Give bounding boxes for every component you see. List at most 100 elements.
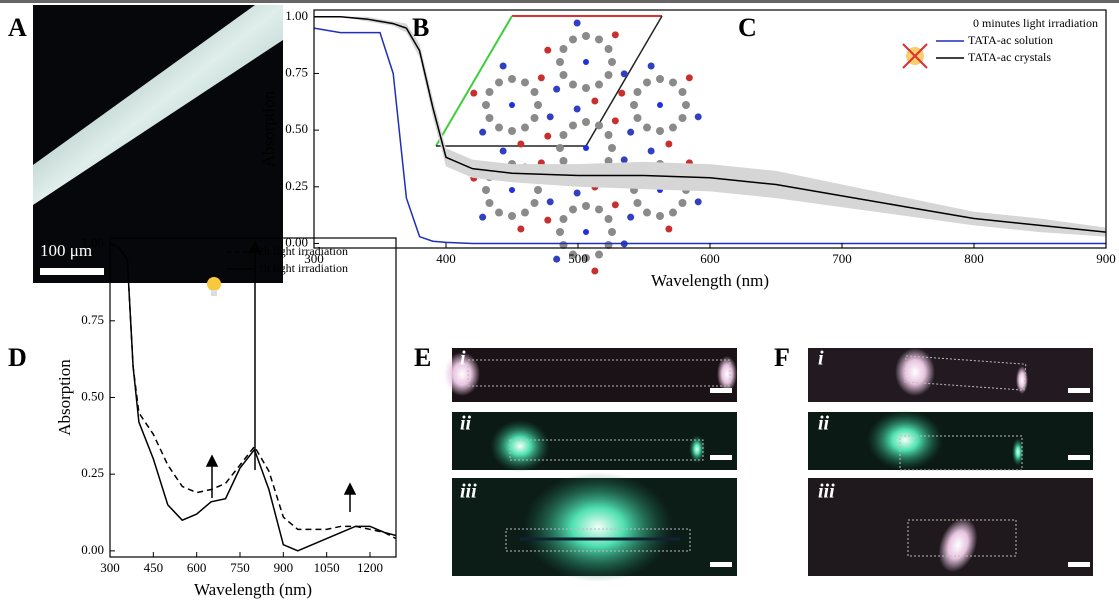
atom — [612, 31, 619, 38]
atom — [521, 78, 529, 86]
panel-label: D — [8, 343, 27, 372]
legend-label: TATA-ac crystals — [968, 50, 1051, 64]
atom — [531, 88, 539, 96]
atom — [643, 124, 651, 132]
atom — [574, 19, 581, 26]
atom — [544, 217, 551, 224]
atom — [569, 121, 577, 129]
atom — [495, 209, 503, 217]
atom — [559, 71, 567, 79]
legend-label: 1h light irradiation — [258, 261, 348, 275]
x-tick-label: 800 — [964, 251, 984, 266]
atom — [531, 199, 539, 207]
atom — [574, 105, 581, 112]
atom — [500, 62, 507, 69]
atom — [500, 147, 507, 154]
data-line — [110, 244, 396, 551]
atom — [612, 117, 619, 124]
atom — [621, 70, 628, 77]
subpanel-label: ii — [818, 413, 830, 435]
x-tick-label: 450 — [144, 560, 164, 575]
atom — [582, 84, 590, 92]
atom — [556, 58, 564, 66]
atom — [656, 212, 664, 220]
atom — [583, 229, 589, 235]
y-tick-label: 0.75 — [285, 64, 308, 79]
y-tick-label: 0.25 — [81, 465, 104, 480]
atom — [669, 78, 677, 86]
atom — [559, 157, 567, 165]
atom — [591, 98, 598, 105]
atom — [695, 113, 702, 120]
atom — [656, 75, 664, 83]
panel-label: F — [774, 343, 790, 372]
atom — [470, 90, 477, 97]
panel-label: C — [738, 13, 757, 42]
panel-label: E — [414, 343, 431, 372]
atom — [517, 226, 524, 233]
atom — [695, 198, 702, 205]
atom — [508, 212, 516, 220]
atom — [582, 202, 590, 210]
atom — [534, 101, 542, 109]
x-tick-label: 700 — [832, 251, 852, 266]
atom — [544, 47, 551, 54]
atom — [559, 131, 567, 139]
atom — [569, 35, 577, 43]
x-tick-label: 1200 — [357, 560, 383, 575]
x-tick-label: 600 — [187, 560, 207, 575]
atom — [495, 78, 503, 86]
atom — [538, 74, 545, 81]
x-axis-label: Wavelength (nm) — [194, 580, 312, 599]
figure: 100 μm — [0, 0, 1119, 603]
atom — [485, 114, 493, 122]
subpanel-label: iii — [460, 481, 477, 503]
y-tick-label: 0.75 — [81, 312, 104, 327]
atom — [569, 81, 577, 89]
x-tick-label: 500 — [568, 251, 588, 266]
atom — [605, 131, 613, 139]
x-tick-label: 750 — [230, 560, 250, 575]
atom — [643, 78, 651, 86]
y-tick-label: 1.00 — [285, 8, 308, 23]
atom — [559, 215, 567, 223]
atom — [665, 141, 672, 148]
atom — [630, 101, 638, 109]
atom — [648, 62, 655, 69]
subpanel-label: i — [460, 348, 466, 370]
atom — [521, 209, 529, 217]
atom — [556, 228, 564, 236]
atom — [531, 114, 539, 122]
legend-title: 0 minutes light irradiation — [973, 16, 1098, 30]
atom — [559, 45, 567, 53]
atom — [633, 199, 641, 207]
atom — [553, 86, 560, 93]
subpanel-label: i — [818, 348, 824, 370]
atom — [508, 127, 516, 135]
atom — [508, 75, 516, 83]
atom — [595, 205, 603, 213]
no-light-icon — [903, 44, 927, 68]
panel-label: A — [8, 13, 27, 42]
atom — [595, 35, 603, 43]
atom — [482, 101, 490, 109]
atom — [582, 32, 590, 40]
y-tick-label: 0.00 — [81, 542, 104, 557]
atom — [521, 124, 529, 132]
atom — [583, 145, 589, 151]
atom — [583, 59, 589, 65]
atom — [582, 118, 590, 126]
panel-e — [444, 348, 737, 582]
x-tick-label: 1050 — [314, 560, 340, 575]
atom — [569, 205, 577, 213]
y-tick-label: 0.50 — [81, 388, 104, 403]
atom — [656, 127, 664, 135]
atom — [608, 144, 616, 152]
atom — [618, 90, 625, 97]
atom — [605, 45, 613, 53]
top-rule — [0, 0, 1119, 3]
x-tick-label: 900 — [274, 560, 294, 575]
atom — [669, 124, 677, 132]
atom — [479, 129, 486, 136]
atom — [665, 226, 672, 233]
